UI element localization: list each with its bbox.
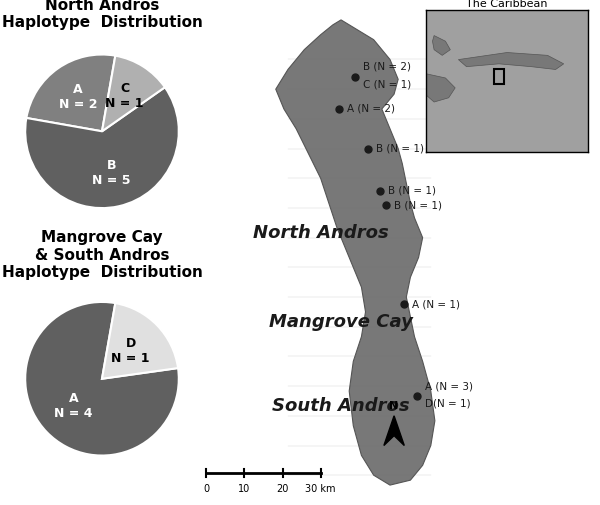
Text: A (N = 3): A (N = 3) [425, 381, 473, 391]
Text: B (N = 1): B (N = 1) [394, 200, 442, 211]
Text: A (N = 1): A (N = 1) [412, 299, 460, 310]
Text: 30 km: 30 km [305, 484, 336, 493]
Text: C (N = 1): C (N = 1) [364, 79, 412, 89]
Polygon shape [458, 53, 564, 70]
Text: 0: 0 [203, 484, 209, 493]
Polygon shape [276, 20, 435, 485]
Wedge shape [25, 87, 179, 208]
Text: A
N = 2: A N = 2 [59, 83, 97, 111]
Title: North Andros
Haplotype  Distribution: North Andros Haplotype Distribution [2, 0, 202, 30]
Text: A (N = 2): A (N = 2) [347, 104, 395, 114]
Bar [494, 70, 504, 84]
Polygon shape [426, 74, 455, 102]
Polygon shape [433, 35, 450, 56]
Text: B (N = 2): B (N = 2) [364, 62, 412, 72]
Text: North Andros: North Andros [253, 224, 389, 242]
Text: Mangrove Cay: Mangrove Cay [269, 313, 413, 331]
Text: B (N = 1): B (N = 1) [388, 186, 436, 195]
Title: Mangrove Cay
& South Andros
Haplotype  Distribution: Mangrove Cay & South Andros Haplotype Di… [2, 230, 202, 280]
Text: D(N = 1): D(N = 1) [425, 398, 470, 409]
Text: A
N = 4: A N = 4 [54, 392, 92, 421]
Wedge shape [102, 303, 178, 379]
Text: N: N [389, 401, 399, 411]
Text: B (N = 1): B (N = 1) [376, 143, 424, 154]
Text: 10: 10 [238, 484, 250, 493]
Text: 20: 20 [277, 484, 289, 493]
Text: D
N = 1: D N = 1 [112, 337, 150, 365]
Wedge shape [102, 56, 165, 131]
Text: South Andros: South Andros [272, 397, 410, 415]
Polygon shape [384, 416, 404, 445]
Title: The Caribbean: The Caribbean [466, 0, 548, 9]
Text: B
N = 5: B N = 5 [92, 159, 130, 186]
Wedge shape [26, 55, 115, 131]
Wedge shape [25, 302, 179, 456]
Text: C
N = 1: C N = 1 [106, 82, 144, 110]
